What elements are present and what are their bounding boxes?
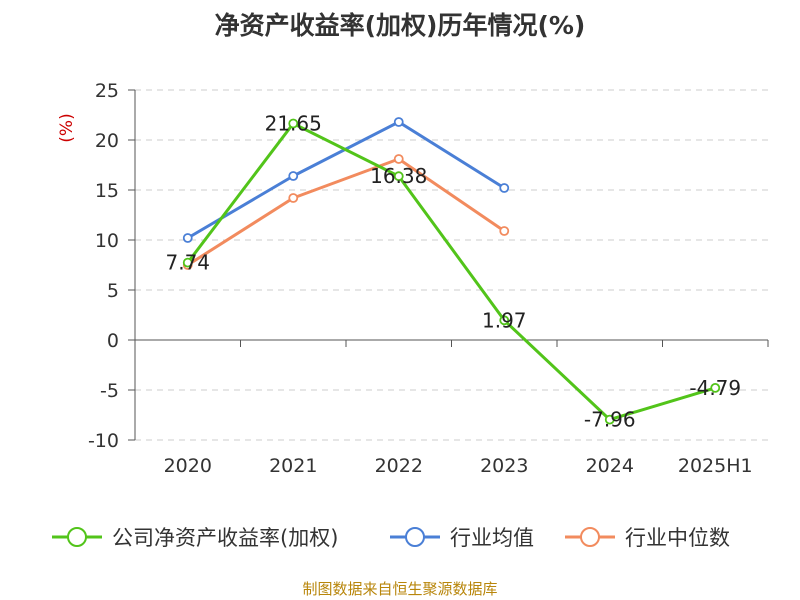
x-tick-label: 2025H1 <box>678 455 753 477</box>
y-tick-label: -10 <box>88 430 119 452</box>
data-label: -4.79 <box>689 376 741 400</box>
data-point <box>499 315 510 326</box>
source-note: 制图数据来自恒生聚源数据库 <box>302 580 498 598</box>
y-tick-label: 25 <box>95 80 119 102</box>
x-tick-label: 2023 <box>480 455 528 477</box>
data-point <box>393 171 404 182</box>
data-label: 21.65 <box>265 112 322 136</box>
legend-label: 行业均值 <box>450 526 534 550</box>
legend-swatch-marker <box>405 527 425 547</box>
axes: 25 20 15 10 5 0 -5 -10 2020 2021 2022 2023 2024 2025H… <box>88 80 769 477</box>
data-point <box>604 414 615 425</box>
legend-label: 公司净资产收益率(加权) <box>112 526 338 550</box>
y-tick-label: 5 <box>107 280 119 302</box>
y-tick-label: 15 <box>95 180 119 202</box>
data-point <box>288 118 299 129</box>
data-point <box>499 183 510 193</box>
gridlines <box>135 89 768 441</box>
series-line <box>186 157 506 267</box>
data-point <box>393 117 404 127</box>
data-label: 7.74 <box>165 251 210 275</box>
data-label: -7.96 <box>584 408 636 432</box>
data-point <box>288 193 299 203</box>
data-point <box>499 226 510 236</box>
data-point <box>393 154 404 164</box>
data-label: 16.38 <box>370 164 427 188</box>
x-tick-label: 2021 <box>269 455 317 477</box>
data-point <box>182 257 193 268</box>
legend-swatch-marker <box>67 527 87 547</box>
x-tick-label: 2022 <box>375 455 423 477</box>
legend-label: 行业中位数 <box>625 526 730 550</box>
data-labels: 7.74 21.65 16.38 1.97 -7.96 -4.79 <box>165 112 741 432</box>
chart-title: 净资产收益率(加权)历年情况(%) <box>214 11 586 40</box>
x-tick-label: 2024 <box>586 455 634 477</box>
data-point <box>710 382 721 393</box>
x-tick-label: 2020 <box>164 455 212 477</box>
legend-swatch-marker <box>580 527 600 547</box>
y-tick-label: 10 <box>95 230 119 252</box>
data-point <box>288 171 299 181</box>
series-lines <box>182 117 721 425</box>
series-line <box>186 122 716 422</box>
y-tick-label: -5 <box>100 380 119 402</box>
y-tick-label: 20 <box>95 130 119 152</box>
y-axis-label: (%) <box>57 113 77 142</box>
y-tick-label: 0 <box>107 330 119 352</box>
data-label: 1.97 <box>482 308 527 332</box>
legend: 公司净资产收益率(加权) 行业均值 行业中位数 <box>52 526 730 550</box>
data-point <box>182 233 193 243</box>
